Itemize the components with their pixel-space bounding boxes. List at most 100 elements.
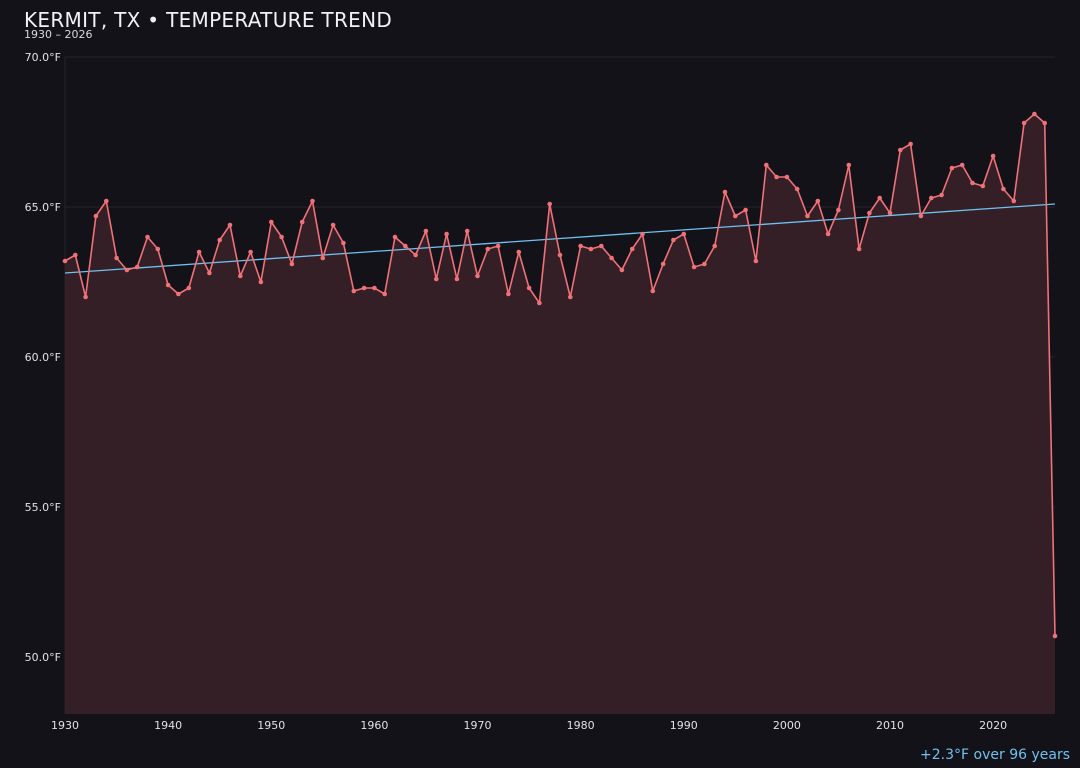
trend-line <box>64 203 1056 274</box>
data-point <box>939 192 944 198</box>
data-point <box>165 282 171 288</box>
data-point <box>155 246 161 252</box>
data-point <box>269 219 274 225</box>
data-point <box>73 252 78 258</box>
data-point <box>413 252 418 258</box>
data-point <box>877 195 882 201</box>
data-point <box>1011 198 1017 204</box>
data-point <box>475 273 480 279</box>
trend-summary: +2.3°F over 96 years <box>920 747 1070 763</box>
data-point <box>898 147 903 153</box>
data-point <box>929 195 934 201</box>
data-point <box>495 243 501 249</box>
data-point <box>671 237 676 243</box>
data-point <box>609 255 614 261</box>
data-point <box>341 240 346 246</box>
data-point <box>599 243 604 249</box>
y-tick-label: 70.0°F <box>25 51 61 64</box>
data-point <box>516 249 522 255</box>
data-point <box>970 180 975 186</box>
data-point <box>990 153 996 159</box>
data-point <box>506 291 511 297</box>
data-point <box>310 198 315 204</box>
data-point <box>330 222 336 228</box>
data-point <box>1021 120 1027 126</box>
data-point <box>949 165 955 171</box>
data-point <box>733 213 738 219</box>
data-point <box>629 246 635 252</box>
data-point <box>62 258 68 264</box>
data-point <box>351 288 357 294</box>
data-point <box>423 228 429 234</box>
data-point <box>825 231 831 237</box>
x-tick-label: 2010 <box>876 719 904 732</box>
data-point <box>320 255 326 261</box>
data-point <box>145 234 150 240</box>
data-point <box>454 276 460 282</box>
data-point <box>248 249 253 255</box>
data-point <box>372 285 377 291</box>
data-point <box>980 183 986 189</box>
x-tick-label: 1980 <box>567 719 595 732</box>
data-point <box>908 141 913 147</box>
data-point <box>258 279 264 285</box>
data-point <box>537 300 542 306</box>
area-fill <box>65 114 1055 714</box>
y-tick-label: 55.0°F <box>25 501 61 514</box>
data-point <box>299 219 305 225</box>
chart-subtitle: 1930 – 2026 <box>24 28 93 41</box>
data-point <box>846 162 852 168</box>
data-point <box>196 249 202 255</box>
data-point <box>887 210 893 216</box>
data-point <box>114 255 119 261</box>
data-point <box>918 213 924 219</box>
data-point <box>815 198 821 204</box>
data-point <box>176 291 181 297</box>
data-point <box>434 276 439 282</box>
data-point <box>867 210 872 216</box>
data-point <box>856 246 862 252</box>
data-point <box>753 258 759 264</box>
data-point <box>568 294 573 300</box>
data-point <box>403 243 408 249</box>
data-point <box>588 246 594 252</box>
data-point <box>547 201 552 207</box>
x-tick-label: 1960 <box>360 719 388 732</box>
data-point <box>392 234 398 240</box>
data-point <box>691 264 697 270</box>
y-tick-label: 65.0°F <box>25 201 61 214</box>
data-point <box>712 243 717 249</box>
data-point <box>104 198 109 204</box>
data-point <box>640 231 645 237</box>
data-point <box>557 252 563 258</box>
data-point <box>83 294 88 300</box>
data-point <box>1001 186 1006 192</box>
data-point <box>681 231 687 237</box>
data-point <box>134 264 140 270</box>
data-point <box>805 213 810 219</box>
data-point <box>578 243 583 249</box>
data-point <box>382 291 388 297</box>
data-point <box>361 285 367 291</box>
data-point <box>464 228 470 234</box>
data-point <box>485 246 491 252</box>
data-point <box>959 162 965 168</box>
data-point <box>207 270 212 276</box>
data-point <box>1032 111 1037 117</box>
data-point <box>526 285 532 291</box>
data-point <box>764 162 769 168</box>
data-point <box>238 273 243 279</box>
data-point <box>217 237 222 243</box>
x-tick-label: 1950 <box>257 719 285 732</box>
data-point <box>794 186 800 192</box>
data-point <box>836 207 841 213</box>
x-tick-label: 1990 <box>670 719 698 732</box>
data-point <box>774 174 779 180</box>
data-point <box>619 267 625 273</box>
data-point <box>289 261 295 267</box>
data-point <box>93 213 99 219</box>
data-point <box>186 285 192 291</box>
data-point <box>124 267 130 273</box>
data-point <box>1052 633 1058 639</box>
data-point <box>784 174 790 180</box>
